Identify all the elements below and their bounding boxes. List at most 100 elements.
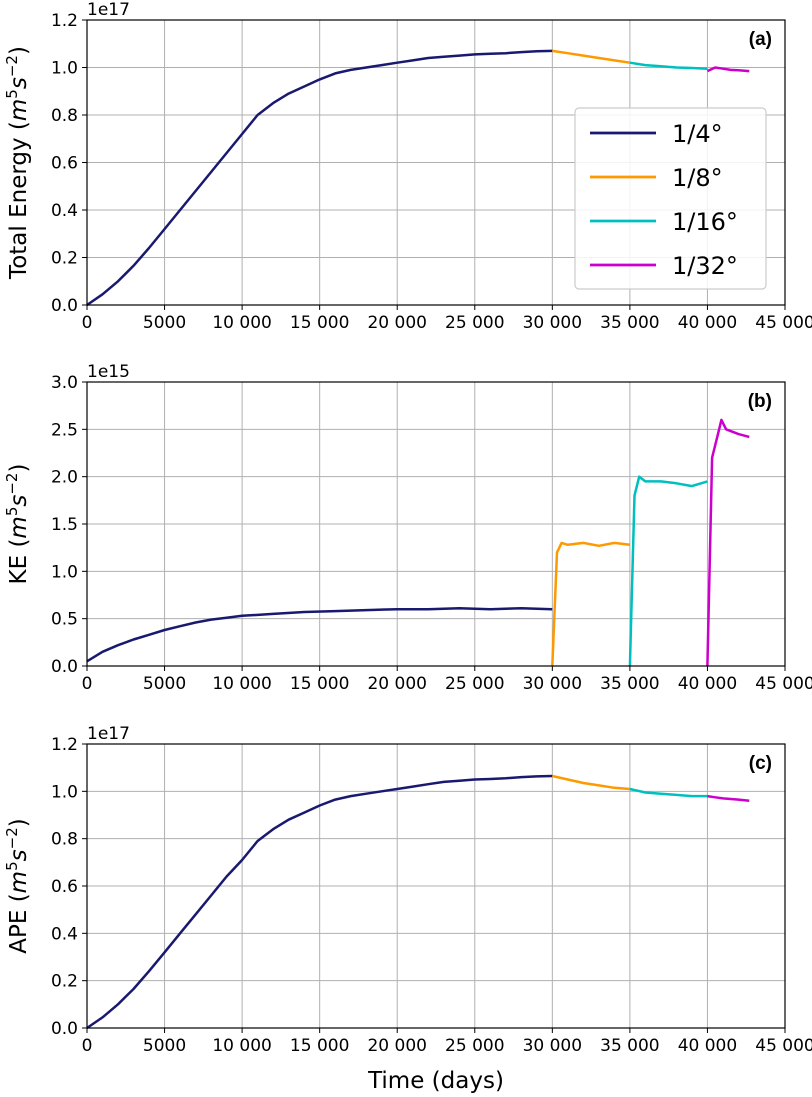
y-tick-label: 1.5 [51, 515, 78, 535]
x-tick-label: 30 000 [523, 1036, 582, 1056]
y-tick-label: 0.0 [51, 657, 78, 677]
y-axis-label-part: 5 [3, 861, 21, 871]
panel-2: 0 5000 10 000 15 000 20 000 25 000 30 000 35 00… [3, 362, 812, 694]
y-axis-label-part: m [6, 871, 32, 893]
y-axis-label-part: 5 [3, 507, 21, 517]
x-tick-label: 10 000 [212, 674, 271, 694]
y-axis-label-part: −2 [3, 473, 21, 495]
y-axis-label-part: Total Energy ( [6, 121, 32, 280]
y-tick-label: 0.8 [51, 106, 78, 126]
x-tick-label: 15 000 [290, 1036, 349, 1056]
series-line-1-32- [706, 418, 750, 667]
x-tick-label: 45 000 [755, 313, 812, 333]
series-line-1-32- [707, 794, 750, 803]
x-tick-label: 5000 [143, 313, 186, 333]
y-tick-label: 0.8 [51, 830, 78, 850]
series-line-1-8- [551, 541, 631, 667]
y-axis-label-part: s [6, 495, 32, 507]
panel-tag: (b) [748, 391, 772, 412]
x-tick-label: 35 000 [600, 1036, 659, 1056]
legend-label: 1/4° [672, 120, 723, 148]
y-axis-label-part: −2 [3, 827, 21, 849]
series-line-1-16- [629, 61, 708, 70]
series-line-1-8- [552, 49, 631, 64]
x-tick-label: 30 000 [523, 313, 582, 333]
x-tick-label: 40 000 [678, 313, 737, 333]
y-tick-label: 1.2 [51, 735, 78, 755]
x-tick-label: 10 000 [212, 313, 271, 333]
y-axis-label-part: s [6, 77, 32, 89]
legend-box [574, 107, 767, 290]
x-tick-label: 15 000 [290, 674, 349, 694]
x-tick-label: 20 000 [367, 1036, 426, 1056]
x-tick-label: 15 000 [290, 313, 349, 333]
y-axis-label-part: s [6, 849, 32, 861]
x-tick-label: 30 000 [523, 674, 582, 694]
y-axis-label: Total Energy (m5s−2) [3, 46, 32, 280]
x-axis-label: Time (days) [367, 1068, 504, 1094]
x-tick-label: 0 [82, 1036, 93, 1056]
y-axis-label-part: ) [6, 46, 32, 55]
y-axis-label: APE (m5s−2) [3, 818, 32, 953]
y-tick-label: 1.0 [51, 59, 78, 79]
x-tick-label: 45 000 [755, 674, 812, 694]
series-line-1-4- [86, 607, 553, 663]
x-tick-label: 35 000 [600, 674, 659, 694]
series-line-1-32- [706, 66, 750, 73]
x-tick-label: 25 000 [445, 313, 504, 333]
y-tick-label: 1.2 [51, 11, 78, 31]
y-tick-label: 0.0 [51, 1019, 78, 1039]
axis-offset-label: 1e17 [87, 724, 130, 744]
panel-tag: (c) [749, 753, 772, 774]
y-axis-label-part: m [6, 516, 32, 538]
y-tick-label: 0.5 [51, 610, 78, 630]
x-tick-label: 25 000 [445, 674, 504, 694]
x-tick-label: 10 000 [212, 1036, 271, 1056]
y-tick-label: 3.0 [51, 373, 78, 393]
x-tick-label: 5000 [143, 674, 186, 694]
x-tick-label: 0 [82, 313, 93, 333]
panel-3: 0 5000 10 000 15 000 20 000 25 000 30 000 35 00… [3, 724, 812, 1094]
y-tick-label: 0.6 [51, 154, 78, 174]
x-tick-label: 25 000 [445, 1036, 504, 1056]
y-axis-label-part: KE ( [6, 539, 32, 585]
series-line-1-8- [552, 774, 630, 791]
legend: 1/4° 1/8° 1/16° 1/32° [574, 107, 767, 290]
legend-label: 1/8° [672, 164, 723, 192]
x-tick-label: 45 000 [755, 1036, 812, 1056]
x-tick-label: 40 000 [678, 1036, 737, 1056]
series-line-1-4- [86, 774, 553, 1030]
series-line-1-16- [629, 787, 708, 798]
axis-offset-label: 1e17 [87, 0, 130, 20]
panel-tag: (a) [749, 29, 772, 50]
y-axis-label-part: −2 [3, 55, 21, 77]
series-line-1-4- [86, 49, 553, 307]
y-tick-label: 2.0 [51, 468, 78, 488]
y-axis-label-part: ) [6, 818, 32, 827]
y-axis-label-part: m [6, 99, 32, 121]
x-tick-label: 20 000 [367, 674, 426, 694]
y-tick-label: 0.2 [51, 972, 78, 992]
y-tick-label: 0.2 [51, 249, 78, 269]
y-tick-label: 1.0 [51, 562, 78, 582]
x-tick-label: 20 000 [367, 313, 426, 333]
legend-label: 1/16° [672, 208, 738, 236]
y-tick-label: 0.0 [51, 296, 78, 316]
y-tick-label: 0.6 [51, 877, 78, 897]
series-line-1-16- [628, 475, 708, 667]
y-axis-label: KE (m5s−2) [3, 464, 32, 585]
y-axis-label-part: 5 [3, 89, 21, 99]
y-tick-label: 2.5 [51, 420, 78, 440]
x-tick-label: 5000 [143, 1036, 186, 1056]
legend-label: 1/32° [672, 252, 738, 280]
axis-offset-label: 1e15 [87, 362, 130, 382]
y-tick-label: 0.4 [51, 924, 78, 944]
x-tick-label: 0 [82, 674, 93, 694]
x-tick-label: 40 000 [678, 674, 737, 694]
y-axis-label-part: APE ( [6, 893, 32, 953]
y-tick-label: 1.0 [51, 782, 78, 802]
x-tick-label: 35 000 [600, 313, 659, 333]
y-tick-label: 0.4 [51, 201, 78, 221]
y-axis-label-part: ) [6, 464, 32, 473]
